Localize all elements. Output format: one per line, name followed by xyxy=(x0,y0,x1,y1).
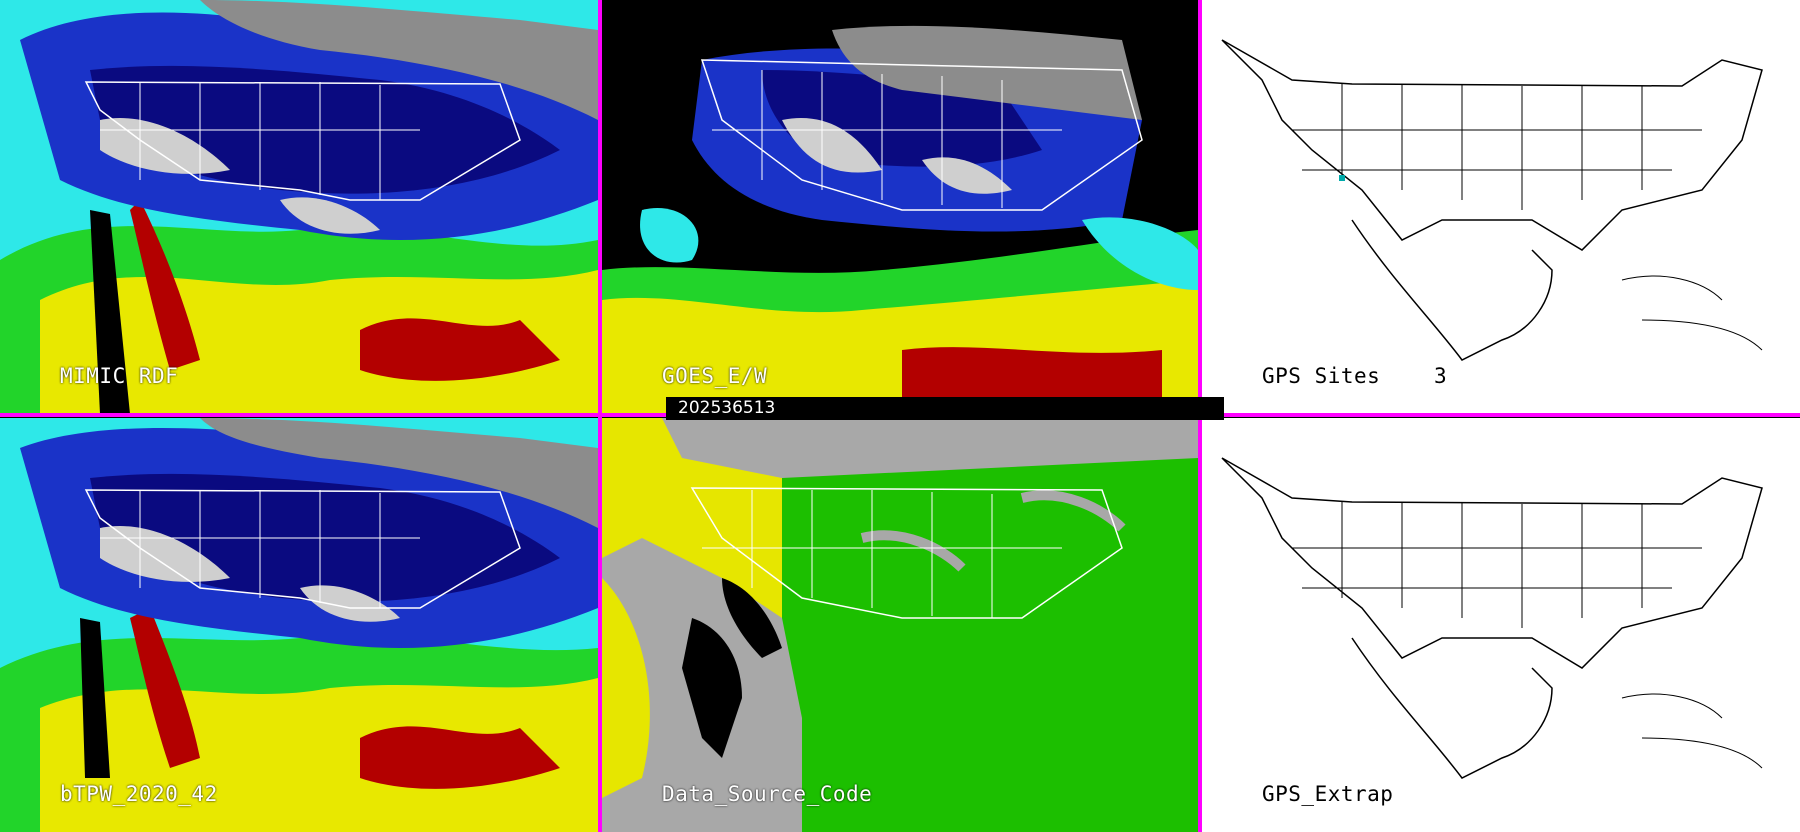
panel-btpw: bTPW_2020_42 xyxy=(0,418,598,832)
panel-label-data-source: Data_Source_Code xyxy=(662,782,873,806)
tpw-map-mimic xyxy=(0,0,598,414)
panel-label-goes: GOES_E/W xyxy=(662,364,768,388)
timestamp-label: 202536513 xyxy=(666,397,1224,420)
panel-label-gps-extrap: GPS_Extrap xyxy=(1262,782,1394,806)
data-source-map xyxy=(602,418,1198,832)
panel-gps-sites: GPS Sites 3 xyxy=(1202,0,1800,414)
panel-data-source: Data_Source_Code xyxy=(602,418,1198,832)
gps-extrap-map xyxy=(1202,418,1800,832)
panel-label-gps-sites: GPS Sites xyxy=(1262,364,1381,388)
panel-goes: GOES_E/W xyxy=(602,0,1198,414)
goes-map xyxy=(602,0,1198,414)
panel-mimic-rdf: MIMIC RDF xyxy=(0,0,598,414)
gps-sites-map xyxy=(1202,0,1800,414)
tpw-map-btpw xyxy=(0,418,598,832)
panel-label-btpw: bTPW_2020_42 xyxy=(60,782,218,806)
panel-label-mimic: MIMIC RDF xyxy=(60,364,179,388)
panel-gps-extrap: GPS_Extrap xyxy=(1202,418,1800,832)
gps-site-count: 3 xyxy=(1434,364,1447,388)
